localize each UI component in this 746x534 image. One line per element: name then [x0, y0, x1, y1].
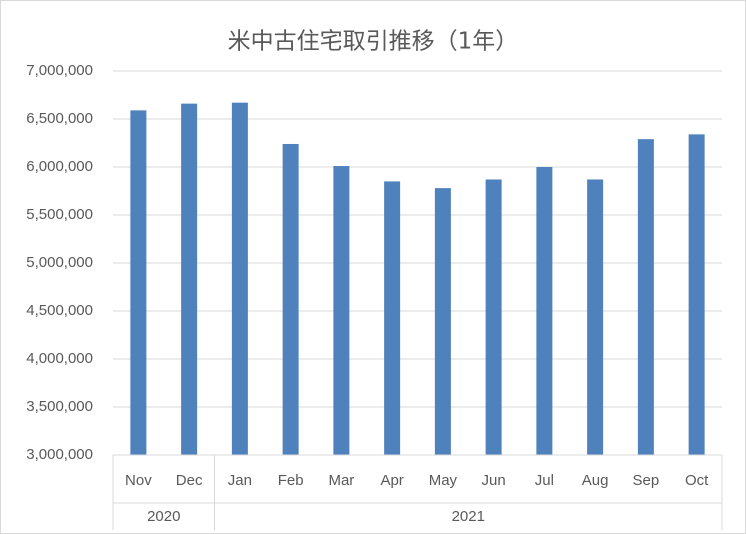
y-tick-label: 6,500,000: [26, 110, 93, 127]
x-tick-label: Aug: [582, 472, 609, 489]
bar: [384, 181, 401, 455]
x-tick-label: Apr: [380, 472, 403, 489]
bar: [282, 143, 299, 455]
group-label: 2020: [147, 508, 180, 525]
bar: [231, 102, 248, 456]
x-tick-label: Mar: [328, 472, 354, 489]
bar: [485, 179, 502, 456]
bar: [587, 179, 604, 456]
y-tick-label: 4,500,000: [26, 302, 93, 319]
y-tick-label: 5,000,000: [26, 254, 93, 271]
y-tick-label: 7,000,000: [26, 62, 93, 79]
bar: [181, 103, 198, 455]
bar: [434, 188, 451, 455]
bar: [637, 139, 654, 455]
y-tick-label: 3,000,000: [26, 446, 93, 463]
x-tick-label: Sep: [633, 472, 660, 489]
x-tick-label: Jan: [228, 472, 252, 489]
x-tick-label: Oct: [685, 472, 709, 489]
x-tick-label: May: [429, 472, 458, 489]
y-tick-label: 6,000,000: [26, 158, 93, 175]
x-tick-label: Feb: [278, 472, 304, 489]
bar: [688, 134, 705, 456]
x-tick-label: Dec: [176, 472, 203, 489]
y-tick-label: 3,500,000: [26, 398, 93, 415]
bar: [130, 110, 147, 456]
x-tick-label: Jun: [482, 472, 506, 489]
bar: [333, 166, 350, 456]
y-tick-label: 4,000,000: [26, 350, 93, 367]
y-tick-label: 5,500,000: [26, 206, 93, 223]
x-tick-label: Jul: [535, 472, 554, 489]
chart-title: 米中古住宅取引推移（1年）: [228, 29, 519, 55]
x-tick-label: Nov: [125, 472, 152, 489]
bar: [536, 167, 553, 455]
group-label: 2021: [452, 508, 485, 525]
